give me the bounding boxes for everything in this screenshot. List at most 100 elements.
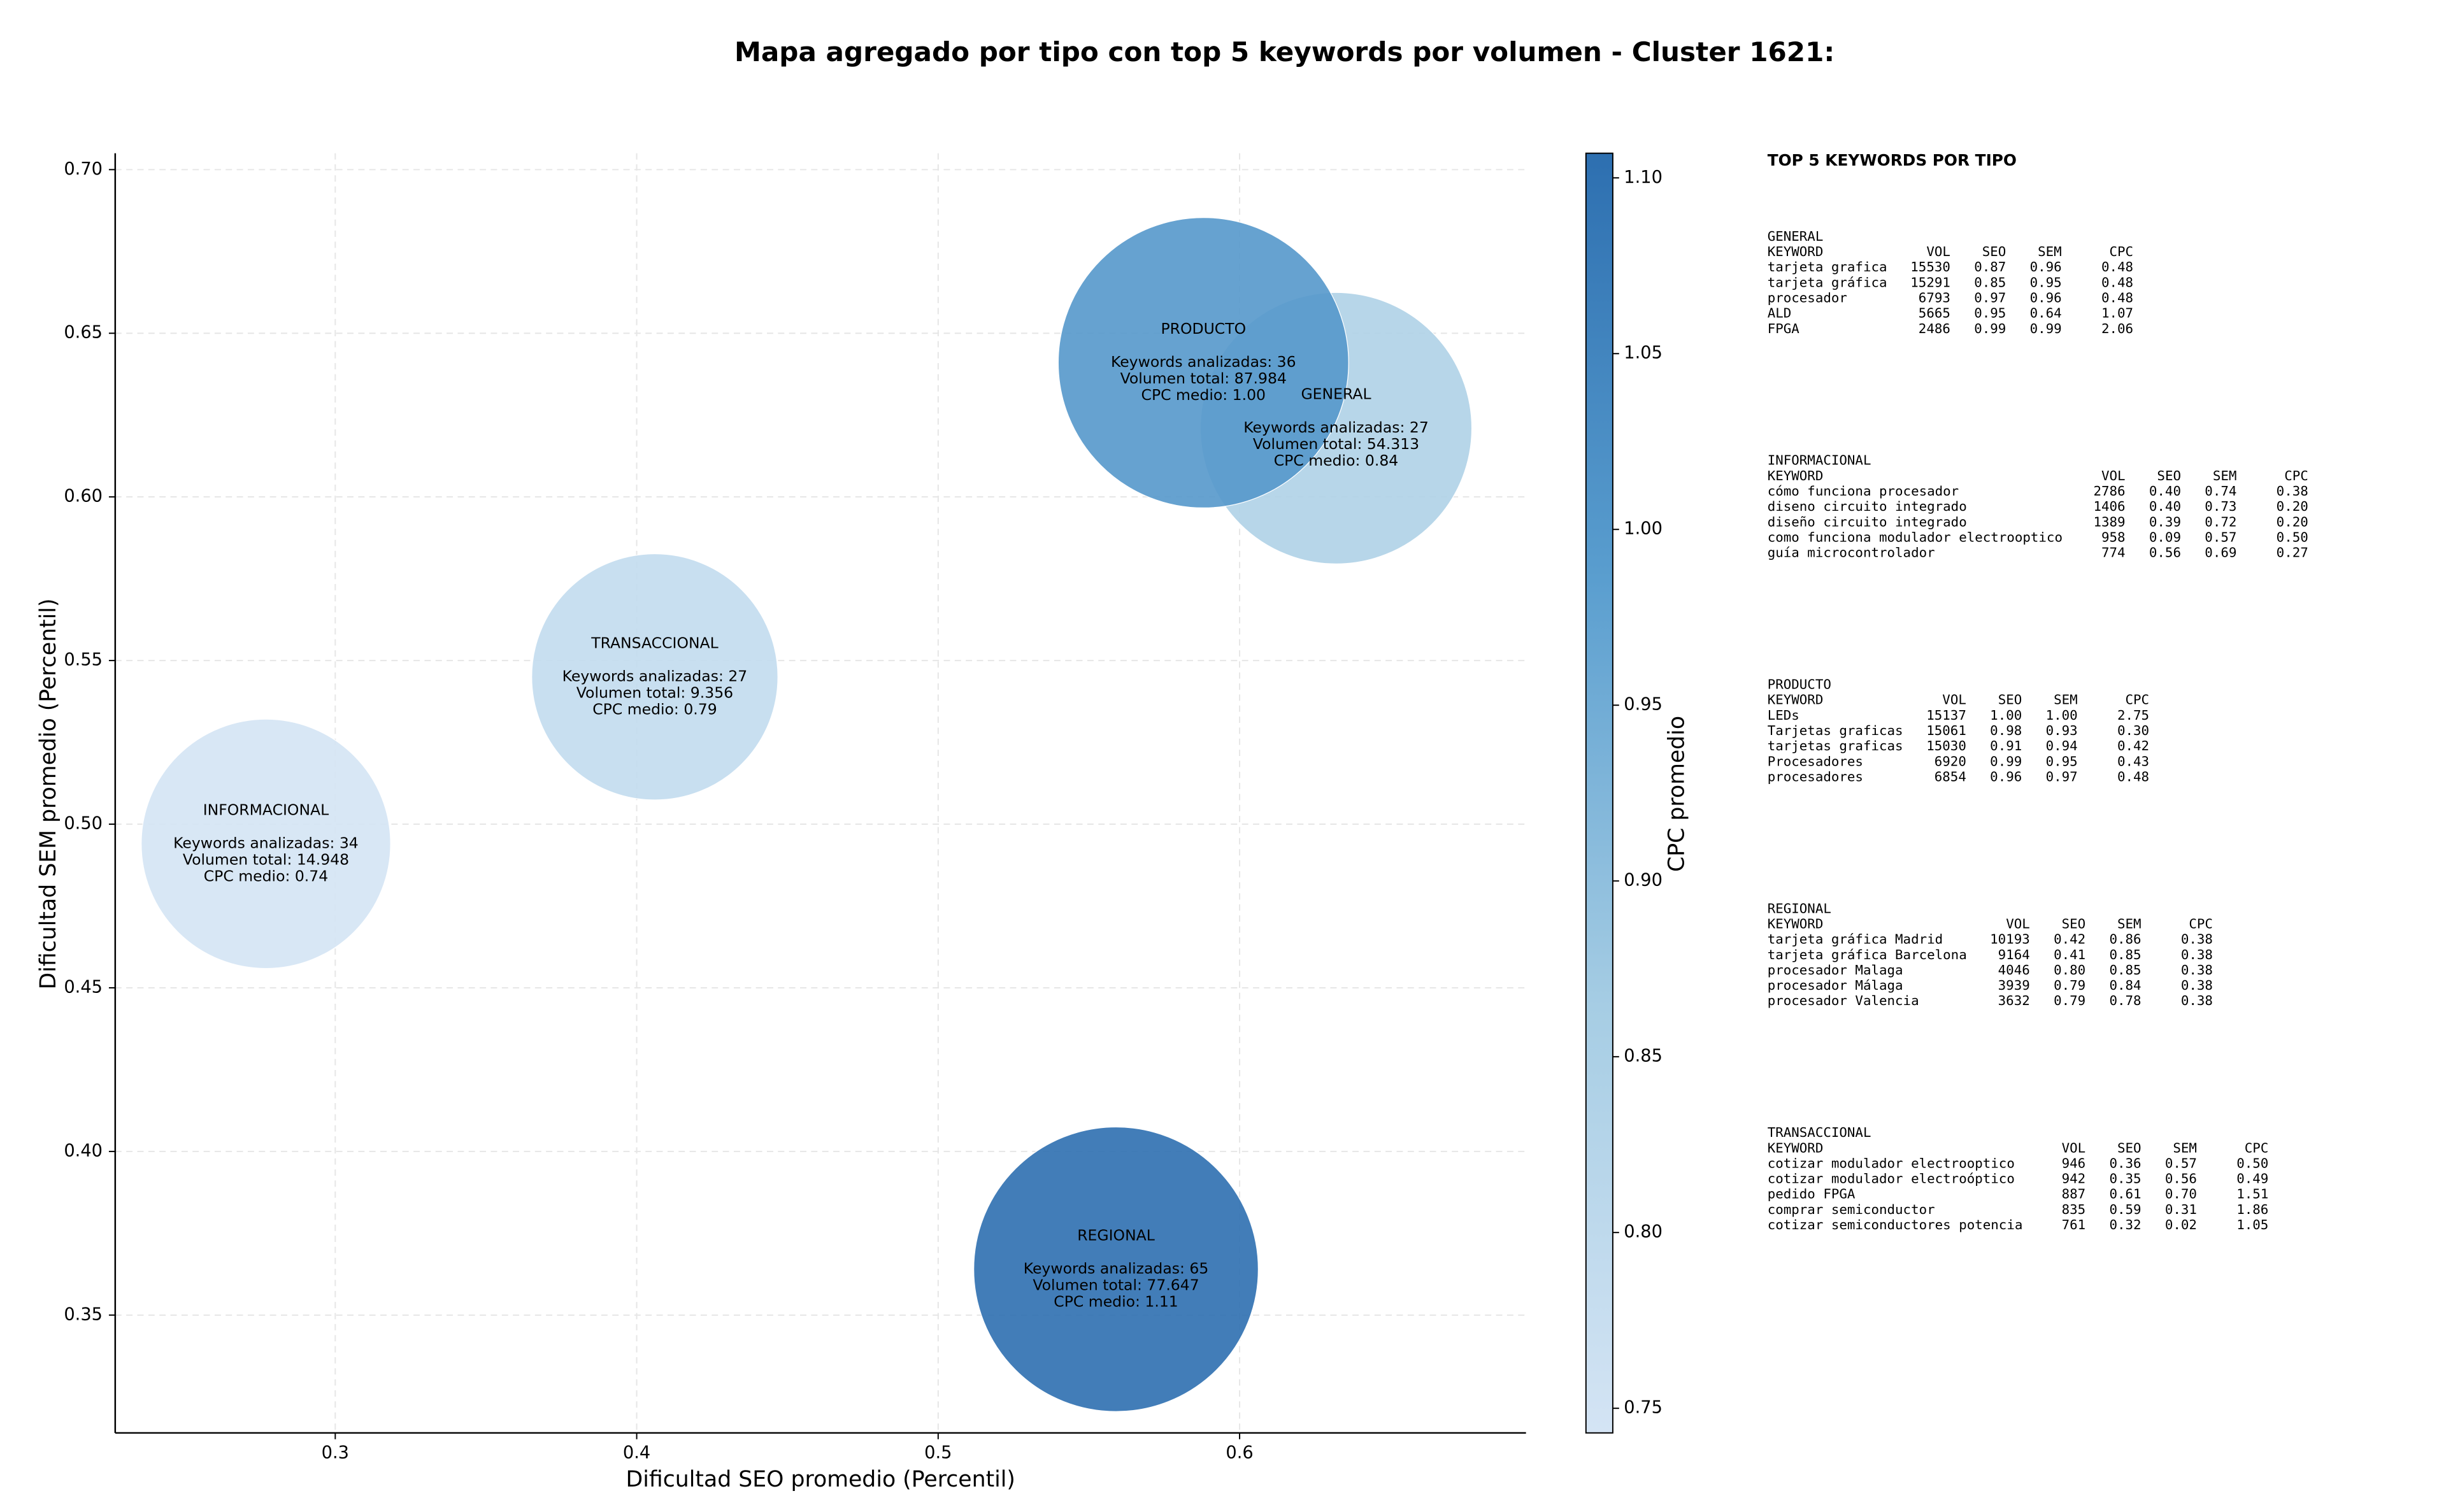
x-tick-label: 0.5 — [924, 1443, 952, 1463]
cell-value: 0.36 — [2109, 1155, 2141, 1171]
cell-keyword: como funciona modulador electrooptico — [1768, 529, 2063, 545]
cell-value: 946 — [2062, 1155, 2086, 1171]
cell-value: 0.38 — [2181, 962, 2213, 978]
cell-value: 835 — [2062, 1202, 2086, 1217]
cell-value: 0.27 — [2277, 545, 2308, 560]
cell-value: 0.85 — [2109, 947, 2141, 962]
cell-keyword: tarjetas graficas — [1768, 738, 1903, 753]
cell-value: 1389 — [2093, 514, 2125, 529]
cell-value: 2.06 — [2101, 321, 2133, 336]
cell-keyword: procesador Málaga — [1768, 978, 1903, 993]
column-header: SEM — [2173, 1140, 2197, 1155]
cell-keyword: tarjeta gráfica Madrid — [1768, 932, 1943, 947]
cell-value: 0.85 — [2109, 962, 2141, 978]
cell-value: 15030 — [1926, 738, 1966, 753]
cell-value: 0.30 — [2117, 723, 2149, 738]
cell-value: 0.97 — [2046, 769, 2078, 784]
x-tick-label: 0.3 — [322, 1443, 349, 1463]
section-name: PRODUCTO — [1768, 677, 1831, 692]
bubble-name: INFORMACIONAL — [203, 801, 329, 818]
cell-value: 0.94 — [2046, 738, 2078, 753]
cell-value: 0.91 — [1990, 738, 2022, 753]
bubble-name: GENERAL — [1301, 385, 1371, 403]
bubble-detail: Keywords analizadas: 27 — [1243, 418, 1429, 436]
cell-value: 0.48 — [2101, 275, 2133, 290]
bubble-name: PRODUCTO — [1161, 320, 1246, 338]
cell-value: 0.80 — [2054, 962, 2085, 978]
cell-value: 1.07 — [2101, 306, 2133, 321]
cell-keyword: diseno circuito integrado — [1768, 499, 1967, 514]
chart-title: Mapa agregado por tipo con top 5 keyword… — [734, 36, 1834, 68]
y-tick-label: 0.70 — [64, 159, 103, 179]
column-header: CPC — [2284, 468, 2308, 483]
cell-value: 0.31 — [2165, 1202, 2197, 1217]
y-tick-label: 0.65 — [64, 323, 103, 343]
cell-value: 887 — [2062, 1187, 2086, 1202]
colorbar-tick-label: 1.00 — [1624, 519, 1663, 539]
cell-value: 0.99 — [1974, 321, 2006, 336]
cell-value: 6793 — [1919, 290, 1950, 306]
y-tick-label: 0.50 — [64, 814, 103, 834]
colorbar-tick-label: 0.95 — [1624, 695, 1663, 715]
cell-value: 6920 — [1935, 753, 1966, 769]
cell-keyword: procesador Malaga — [1768, 962, 1903, 978]
cell-value: 942 — [2062, 1171, 2086, 1187]
cell-keyword: comprar semiconductor — [1768, 1202, 1935, 1217]
cell-value: 1406 — [2093, 499, 2125, 514]
cell-value: 0.74 — [2205, 483, 2236, 499]
colorbar — [1585, 152, 1613, 1434]
column-header: SEM — [2038, 244, 2062, 259]
cell-value: 0.42 — [2054, 932, 2085, 947]
colorbar-tick-label: 1.05 — [1624, 343, 1663, 363]
column-header: CPC — [2189, 916, 2213, 931]
bubble-detail: Keywords analizadas: 34 — [173, 834, 359, 852]
colorbar-label: CPC promedio — [1664, 716, 1689, 872]
cell-keyword: ALD — [1768, 306, 1792, 321]
x-axis-label: Dificultad SEO promedio (Percentil) — [626, 1467, 1015, 1492]
cell-value: 0.73 — [2205, 499, 2236, 514]
cell-keyword: procesador — [1768, 290, 1847, 306]
cell-value: 761 — [2062, 1217, 2086, 1232]
cell-value: 0.20 — [2277, 514, 2308, 529]
y-tick-label: 0.35 — [64, 1304, 103, 1324]
cell-value: 0.56 — [2165, 1171, 2197, 1187]
cell-value: 0.43 — [2117, 753, 2149, 769]
cell-value: 0.95 — [1974, 306, 2006, 321]
cell-value: 1.00 — [1990, 708, 2022, 723]
bubble-detail: Keywords analizadas: 27 — [562, 667, 748, 685]
column-header: SEM — [2213, 468, 2237, 483]
cell-value: 0.95 — [2046, 753, 2078, 769]
cell-value: 0.84 — [2109, 978, 2141, 993]
cell-keyword: tarjeta grafica — [1768, 259, 1887, 275]
cell-value: 0.64 — [2030, 306, 2062, 321]
cell-value: 5665 — [1919, 306, 1950, 321]
cell-value: 1.05 — [2236, 1217, 2268, 1232]
cell-keyword: tarjeta gráfica Barcelona — [1768, 947, 1967, 962]
cell-value: 2786 — [2093, 483, 2125, 499]
cell-value: 0.59 — [2109, 1202, 2141, 1217]
cell-value: 0.69 — [2205, 545, 2236, 560]
cell-value: 0.32 — [2109, 1217, 2141, 1232]
cell-value: 15137 — [1926, 708, 1966, 723]
bubble-detail: Volumen total: 9.356 — [576, 683, 733, 701]
cell-value: 0.49 — [2236, 1171, 2268, 1187]
cell-value: 0.09 — [2149, 529, 2181, 545]
bubble-detail: Keywords analizadas: 65 — [1024, 1259, 1209, 1277]
bubble-detail: Volumen total: 54.313 — [1253, 435, 1419, 453]
cell-value: 2486 — [1919, 321, 1950, 336]
cell-value: 1.00 — [2046, 708, 2078, 723]
cell-value: 0.96 — [1990, 769, 2022, 784]
cell-value: 0.86 — [2109, 932, 2141, 947]
column-header: SEO — [2157, 468, 2181, 483]
cell-value: 0.78 — [2109, 993, 2141, 1008]
cell-value: 0.38 — [2277, 483, 2308, 499]
cell-keyword: LEDs — [1768, 708, 1799, 723]
cell-value: 0.20 — [2277, 499, 2308, 514]
cell-keyword: cómo funciona procesador — [1768, 483, 1959, 499]
bubble-detail: Keywords analizadas: 36 — [1111, 353, 1296, 371]
cell-value: 0.35 — [2109, 1171, 2141, 1187]
cell-value: 0.38 — [2181, 993, 2213, 1008]
cell-value: 0.96 — [2030, 290, 2062, 306]
cell-value: 0.98 — [1990, 723, 2022, 738]
